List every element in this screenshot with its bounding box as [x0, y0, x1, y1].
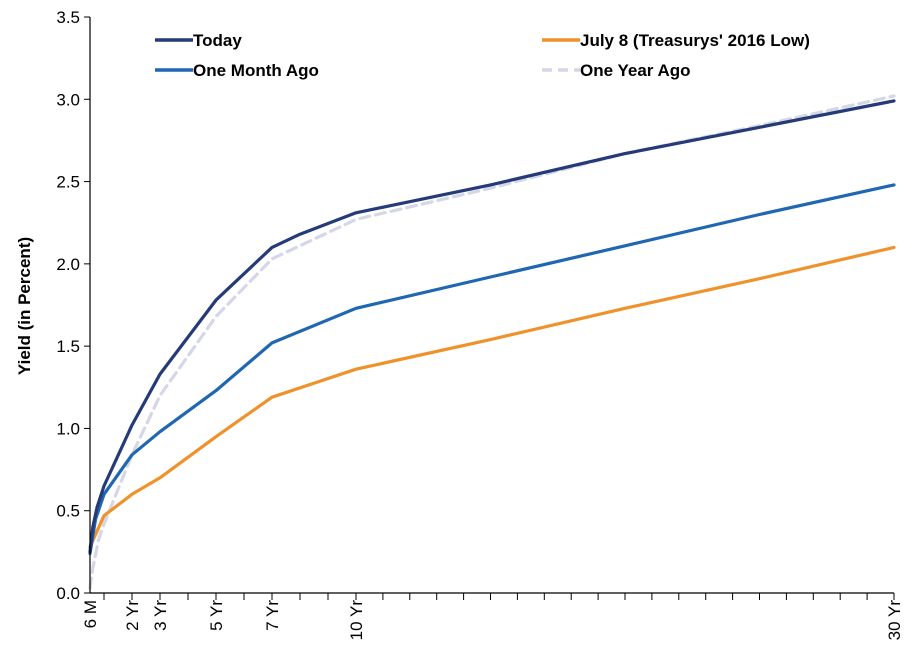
y-tick-label: 3.5	[56, 8, 80, 27]
x-tick-label: 7 Yr	[263, 600, 282, 631]
y-axis-title: Yield (in Percent)	[15, 237, 34, 375]
x-tick-label: 5 Yr	[207, 600, 226, 631]
y-tick-label: 0.5	[56, 502, 80, 521]
x-tick-label: 30 Yr	[885, 600, 904, 641]
x-tick-label: 10 Yr	[347, 600, 366, 641]
legend: Today July 8 (Treasurys' 2016 Low) One Mon…	[155, 31, 810, 80]
legend-label: One Month Ago	[193, 61, 319, 80]
y-tick-label: 1.0	[56, 419, 80, 438]
y-tick-label: 2.5	[56, 173, 80, 192]
y-axis-ticks: 0.0 0.5 1.0 1.5 2.0 2.5 3.0 3.5	[56, 8, 90, 603]
series-line-one-month-ago	[88, 183, 896, 556]
series-line-one-year-ago	[88, 94, 896, 590]
legend-label: July 8 (Treasurys' 2016 Low)	[580, 31, 810, 50]
x-axis-ticks: 6 M 2 Yr 3 Yr 5 Yr 7 Yr 10 Yr 30 Yr	[81, 593, 904, 640]
legend-label: Today	[193, 31, 242, 50]
series-lines	[88, 94, 896, 590]
y-tick-label: 2.0	[56, 255, 80, 274]
x-tick-label: 2 Yr	[123, 600, 142, 631]
y-tick-label: 0.0	[56, 584, 80, 603]
y-tick-label: 1.5	[56, 337, 80, 356]
series-line-today	[88, 99, 896, 554]
y-tick-label: 3.0	[56, 90, 80, 109]
axes	[89, 17, 894, 594]
legend-label: One Year Ago	[580, 61, 691, 80]
x-tick-label: 6 M	[81, 600, 100, 628]
series-line-july-8-treasurys-2016-low-	[88, 245, 896, 549]
x-tick-label: 3 Yr	[151, 600, 170, 631]
